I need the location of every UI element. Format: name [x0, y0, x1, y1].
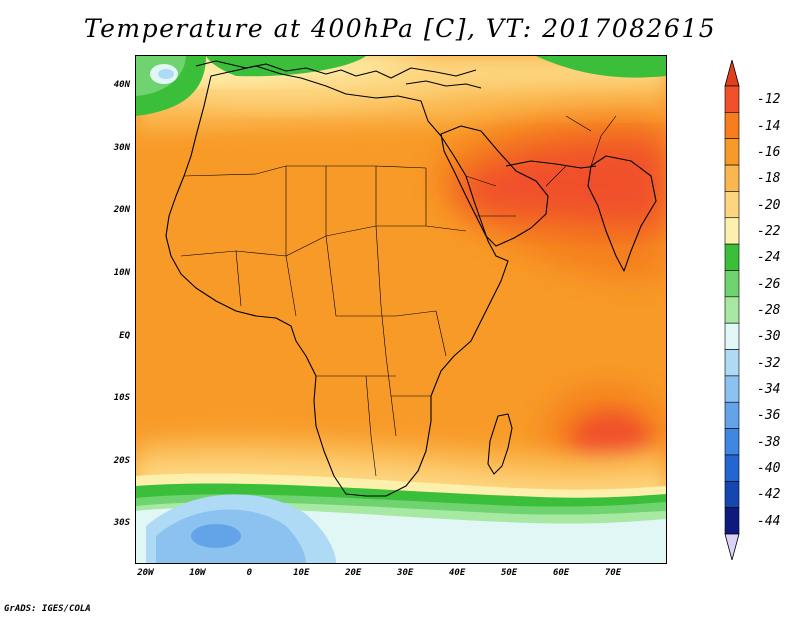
map-panel — [135, 55, 667, 564]
lon-tick-label: 70E — [604, 568, 622, 578]
lat-tick-label: 30N — [113, 142, 130, 153]
lon-tick-label: 60E — [552, 568, 570, 578]
colorbar-swatch — [724, 428, 740, 456]
colorbar-swatch — [724, 164, 740, 192]
colorbar-bottom-arrow — [724, 533, 740, 560]
field-east-green — [536, 56, 666, 78]
lon-tick-label: 40E — [449, 568, 466, 578]
colorbar-label: -34 — [757, 382, 781, 398]
colorbar-label: -24 — [757, 250, 781, 266]
field-med-green — [206, 56, 366, 77]
colorbar-label: -14 — [757, 118, 781, 134]
colorbar-swatch — [724, 375, 740, 403]
india-coastline — [587, 155, 657, 272]
lon-tick-label: 10E — [293, 568, 310, 578]
colorbar-label: -44 — [757, 513, 781, 529]
colorbar-label: -38 — [757, 434, 781, 450]
madagascar-coastline — [487, 413, 513, 475]
lon-tick-label: 10W — [189, 568, 206, 578]
colorbar-label: -12 — [757, 92, 781, 108]
colorbar-label: -40 — [757, 461, 781, 477]
colorbar-swatch — [724, 349, 740, 377]
colorbar-swatch — [724, 217, 740, 245]
arabia-coastline — [440, 125, 549, 247]
temperature-map — [136, 56, 666, 563]
colorbar-swatch — [724, 454, 740, 482]
lat-tick-label: 40N — [113, 80, 130, 91]
colorbar-label: -22 — [757, 223, 781, 239]
lon-tick-label: 0 — [246, 568, 253, 578]
lat-tick-label: 10N — [113, 268, 130, 279]
colorbar-label: -16 — [757, 144, 781, 160]
iran-coastline — [505, 160, 597, 169]
colorbar-swatch — [724, 322, 740, 350]
colorbar-label: -26 — [757, 276, 781, 292]
lon-tick-label: 30E — [397, 568, 414, 578]
colorbar-swatch — [724, 191, 740, 219]
colorbar-swatch — [724, 296, 740, 324]
border-lines — [180, 115, 617, 477]
colorbar-label: -36 — [757, 408, 781, 424]
colorbar-label: -20 — [757, 197, 781, 213]
colorbar-label: -30 — [757, 329, 781, 345]
lat-tick-label: 10S — [113, 393, 130, 404]
colorbar-label: -18 — [757, 171, 781, 187]
lon-tick-label: 50E — [500, 568, 518, 578]
lat-tick-label: 20N — [113, 205, 130, 216]
colorbar-swatch — [724, 112, 740, 140]
colorbar-swatch — [724, 138, 740, 166]
field-south-36 — [191, 524, 241, 548]
field-arabia-12 — [456, 140, 666, 228]
colorbar-top-arrow — [724, 60, 740, 87]
lon-tick-label: 20W — [137, 568, 154, 578]
colorbar-label: -32 — [757, 355, 781, 371]
colorbar — [724, 60, 740, 560]
colorbar-swatch — [724, 243, 740, 271]
field-atlantic-colder — [158, 69, 174, 79]
lon-tick-label: 20E — [345, 568, 362, 578]
colorbar-swatch — [724, 507, 740, 535]
colorbar-label: -42 — [757, 487, 781, 503]
coastlines — [165, 60, 657, 497]
plot-title: Temperature at 400hPa [C], VT: 201708261… — [83, 14, 717, 43]
lat-tick-label: EQ — [119, 330, 130, 341]
lat-tick-label: 20S — [113, 455, 130, 466]
colorbar-swatch — [724, 401, 740, 429]
africa-coastline — [165, 65, 509, 497]
colorbar-swatch — [724, 480, 740, 508]
turkey-coastline — [405, 80, 482, 89]
lat-tick-label: 30S — [113, 518, 130, 529]
colorbar-swatch — [724, 270, 740, 298]
colorbar-swatch — [724, 85, 740, 113]
europe-coastline — [195, 60, 477, 79]
colorbar-label: -28 — [757, 303, 781, 318]
footer-credit: GrADS: IGES/COLA — [4, 604, 91, 614]
